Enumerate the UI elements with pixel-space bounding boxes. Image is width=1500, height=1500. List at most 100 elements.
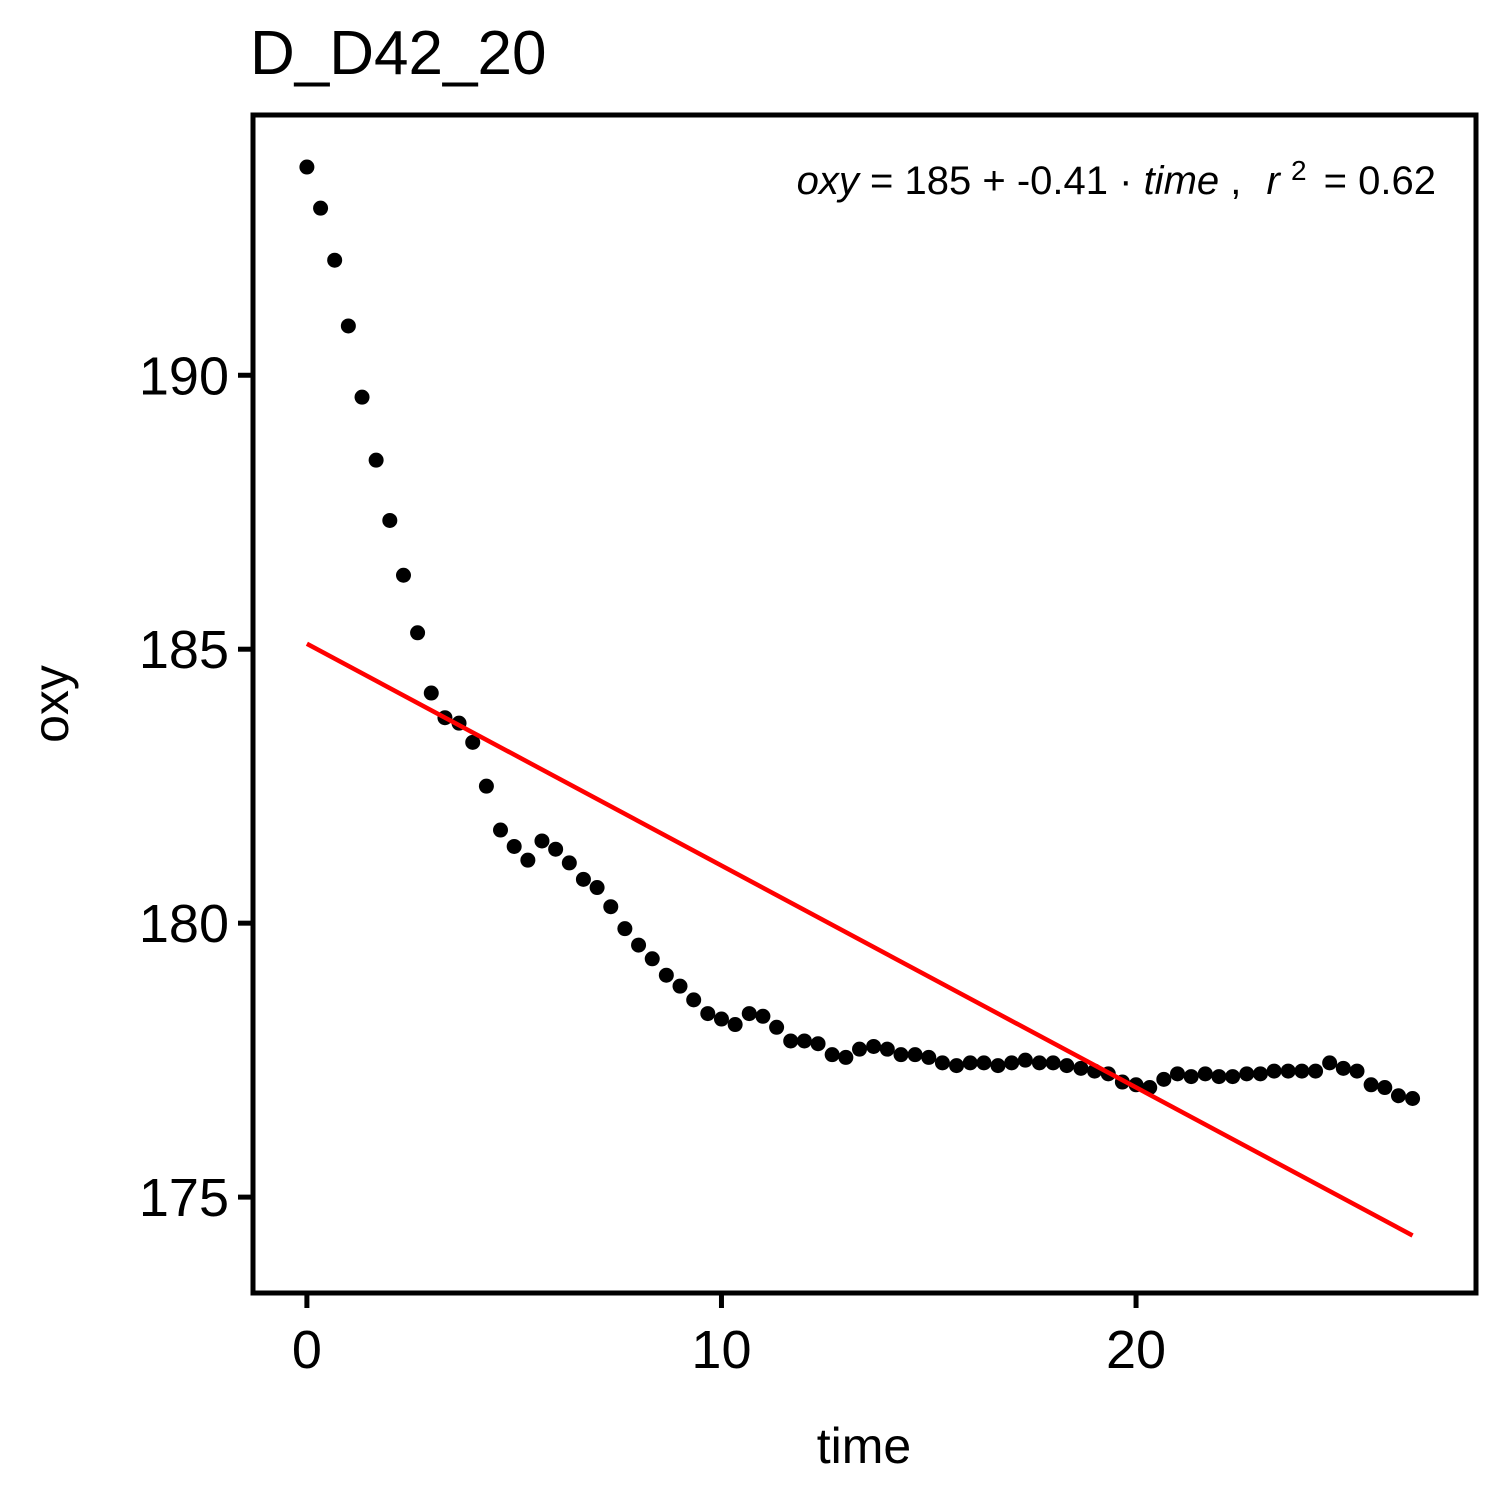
equation-dot: · bbox=[1119, 159, 1132, 203]
y-axis-label: oxy bbox=[23, 665, 79, 743]
equation-equals: = bbox=[870, 159, 893, 203]
equation-variable: time bbox=[1144, 159, 1220, 203]
data-point bbox=[672, 978, 688, 994]
data-point bbox=[327, 252, 343, 268]
x-tick-label: 20 bbox=[1106, 1320, 1166, 1380]
data-point bbox=[893, 1047, 909, 1063]
data-point bbox=[962, 1055, 978, 1071]
data-point bbox=[700, 1006, 716, 1022]
data-point bbox=[465, 734, 481, 750]
data-point bbox=[1156, 1071, 1172, 1087]
data-point bbox=[713, 1011, 729, 1027]
data-point bbox=[1004, 1055, 1020, 1071]
data-point bbox=[1405, 1090, 1421, 1106]
data-point bbox=[1280, 1063, 1296, 1079]
data-layer bbox=[299, 159, 1421, 1238]
y-tick-label: 185 bbox=[139, 620, 229, 680]
data-point bbox=[1377, 1080, 1393, 1096]
data-point bbox=[368, 452, 384, 468]
data-point bbox=[921, 1049, 937, 1065]
data-point bbox=[755, 1008, 771, 1024]
data-point bbox=[658, 967, 674, 983]
data-point bbox=[561, 855, 577, 871]
data-point bbox=[313, 200, 329, 216]
data-point bbox=[1308, 1063, 1324, 1079]
data-point bbox=[1073, 1060, 1089, 1076]
y-tick-label: 175 bbox=[139, 1168, 229, 1228]
data-point bbox=[824, 1047, 840, 1063]
data-point bbox=[783, 1033, 799, 1049]
equation-comma: , bbox=[1230, 159, 1241, 203]
x-tick-label: 0 bbox=[292, 1320, 322, 1380]
data-point bbox=[1239, 1066, 1255, 1082]
data-point bbox=[1266, 1063, 1282, 1079]
data-point bbox=[796, 1033, 812, 1049]
chart-title: D_D42_20 bbox=[250, 19, 546, 88]
data-point bbox=[934, 1055, 950, 1071]
data-point bbox=[838, 1049, 854, 1065]
data-point bbox=[852, 1041, 868, 1057]
data-point bbox=[879, 1041, 895, 1057]
data-point bbox=[990, 1058, 1006, 1074]
r2-value: = 0.62 bbox=[1324, 159, 1436, 203]
data-point bbox=[810, 1036, 826, 1052]
data-point bbox=[506, 838, 522, 854]
r2-exponent: 2 bbox=[1291, 155, 1307, 186]
data-point bbox=[603, 899, 619, 915]
data-point bbox=[1197, 1066, 1213, 1082]
y-tick-label: 180 bbox=[139, 894, 229, 954]
data-point bbox=[493, 822, 509, 838]
axis-layer: 0 10 20 175 180 185 190 bbox=[139, 346, 1166, 1380]
x-tick-label: 10 bbox=[691, 1320, 751, 1380]
data-point bbox=[686, 992, 702, 1008]
data-point bbox=[1045, 1055, 1061, 1071]
plot-panel-border bbox=[250, 112, 1479, 1296]
data-point bbox=[1363, 1077, 1379, 1093]
y-tick-label: 190 bbox=[139, 346, 229, 406]
data-point bbox=[727, 1017, 743, 1033]
data-point bbox=[976, 1055, 992, 1071]
data-point bbox=[354, 389, 370, 405]
data-point bbox=[478, 778, 494, 794]
data-point bbox=[423, 685, 439, 701]
r2-label: r bbox=[1267, 159, 1282, 203]
data-point bbox=[1059, 1058, 1075, 1074]
data-point bbox=[575, 871, 591, 887]
data-point bbox=[1390, 1088, 1406, 1104]
data-point bbox=[1211, 1069, 1227, 1085]
equation-plus: + bbox=[982, 159, 1005, 203]
data-point bbox=[741, 1006, 757, 1022]
data-point bbox=[949, 1058, 965, 1074]
data-point bbox=[410, 625, 426, 641]
data-point bbox=[1183, 1069, 1199, 1085]
data-point bbox=[340, 318, 356, 334]
data-point bbox=[589, 880, 605, 896]
x-axis-label: time bbox=[817, 1418, 911, 1474]
data-point bbox=[534, 833, 550, 849]
equation-lhs: oxy bbox=[797, 159, 862, 203]
data-point bbox=[769, 1019, 785, 1035]
data-point bbox=[1225, 1069, 1241, 1085]
data-point bbox=[548, 841, 564, 857]
data-point bbox=[866, 1038, 882, 1054]
data-point bbox=[520, 852, 536, 868]
data-point bbox=[631, 937, 647, 953]
data-point bbox=[1335, 1060, 1351, 1076]
data-point bbox=[1031, 1055, 1047, 1071]
data-point bbox=[1349, 1063, 1365, 1079]
data-point bbox=[1252, 1066, 1268, 1082]
data-point bbox=[299, 159, 315, 175]
data-point bbox=[1017, 1052, 1033, 1068]
data-point bbox=[382, 512, 398, 528]
data-point bbox=[907, 1047, 923, 1063]
data-point bbox=[1294, 1063, 1310, 1079]
data-point bbox=[1170, 1066, 1186, 1082]
data-point bbox=[617, 921, 633, 937]
regression-line bbox=[305, 641, 1414, 1238]
data-point bbox=[644, 951, 660, 967]
data-point bbox=[1322, 1055, 1338, 1071]
equation-slope: -0.41 bbox=[1017, 159, 1108, 203]
regression-equation: oxy = 185 + -0.41 · time , r 2 = 0.62 bbox=[797, 145, 1436, 203]
data-point bbox=[395, 567, 411, 583]
